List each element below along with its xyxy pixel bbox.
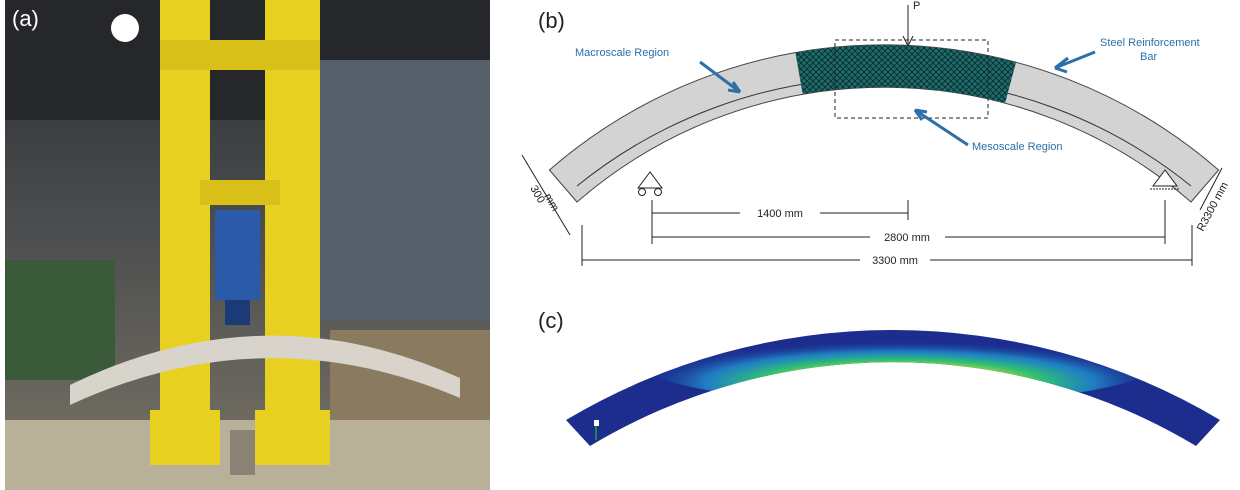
dimension-label: 3300 mm <box>872 255 918 267</box>
roller-support <box>638 172 662 188</box>
annotation: Bar <box>1140 51 1157 63</box>
panel-label: (b) <box>538 8 565 33</box>
mesoscale-mesh <box>795 45 1016 103</box>
photo: (a) <box>5 0 490 490</box>
annotation: Mesoscale Region <box>972 141 1063 153</box>
roller <box>639 189 646 196</box>
panel-label: (c) <box>538 308 564 333</box>
panel-label: (a) <box>12 6 39 31</box>
roller <box>655 189 662 196</box>
pointer <box>915 110 968 145</box>
dimension-label: 1400 mm <box>757 208 803 220</box>
beam-diagram: (b) P Macroscale Region Steel Reinforcem… <box>522 0 1231 267</box>
axis-triad <box>594 420 599 426</box>
annotation: Steel Reinforcement <box>1100 37 1200 49</box>
contour-plot: (c) <box>538 308 1220 446</box>
load-label: P <box>913 0 920 12</box>
dimension-label: 300 <box>527 184 547 206</box>
dimension-label: 2800 mm <box>884 232 930 244</box>
figure-canvas: (a) (b) P Macroscale Region Steel Reinfo… <box>0 0 1240 490</box>
figure: (a) (b) P Macroscale Region Steel Reinfo… <box>0 0 1240 490</box>
pointer <box>1055 52 1095 72</box>
annotation: Macroscale Region <box>575 47 669 59</box>
stress-zone <box>640 320 1160 404</box>
dimension-label: mm <box>541 192 561 214</box>
dimension-lines <box>522 155 1192 266</box>
